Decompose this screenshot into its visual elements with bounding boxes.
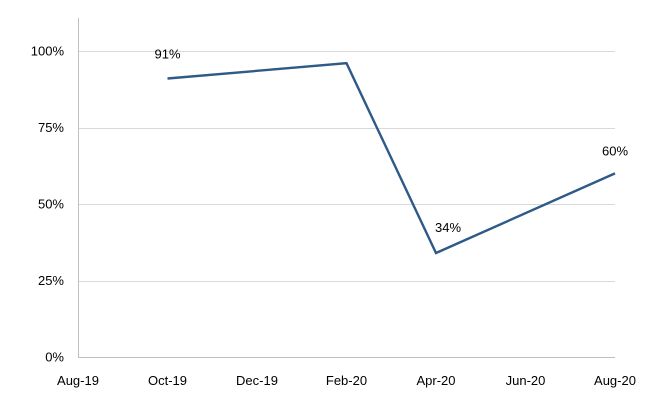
x-tick-label: Oct-19 xyxy=(148,373,187,388)
series-lines xyxy=(167,61,616,255)
x-tick-label: Aug-19 xyxy=(57,373,99,388)
x-tick-label: Feb-20 xyxy=(326,373,367,388)
x-tick-label: Dec-19 xyxy=(236,373,278,388)
x-tick-labels: Aug-19 Oct-19 Dec-19 Feb-20 Apr-20 Jun-20 Aug-… xyxy=(57,373,636,388)
data-label: 60% xyxy=(602,143,628,158)
y-tick-labels: 0% 25% 50% 75% 100% xyxy=(31,44,65,365)
data-label: 34% xyxy=(435,220,461,235)
data-label: 91% xyxy=(154,47,180,62)
y-tick-label: 100% xyxy=(31,44,65,59)
y-tick-label: 75% xyxy=(38,120,64,135)
x-tick-label: Aug-20 xyxy=(594,373,636,388)
data-labels: 91% 34% 60% xyxy=(154,47,628,235)
series-line xyxy=(167,61,616,255)
gridlines xyxy=(78,51,615,282)
y-tick-label: 25% xyxy=(38,273,64,288)
y-tick-label: 0% xyxy=(45,350,64,365)
x-tick-label: Apr-20 xyxy=(416,373,455,388)
x-tick-label: Jun-20 xyxy=(506,373,546,388)
y-tick-label: 50% xyxy=(38,197,64,212)
axes xyxy=(78,18,615,358)
